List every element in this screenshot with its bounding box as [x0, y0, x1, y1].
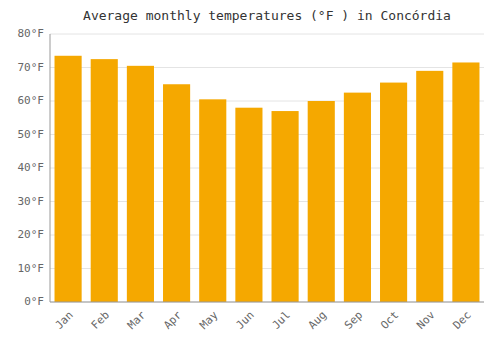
- bar: [55, 56, 82, 302]
- y-tick-label: 40°F: [18, 161, 45, 174]
- x-axis-line: [50, 302, 484, 303]
- x-tick-label: Apr: [161, 308, 185, 332]
- bar: [272, 111, 299, 302]
- x-tick-label: May: [197, 308, 221, 332]
- bar: [199, 99, 226, 302]
- x-tick-label: Oct: [378, 309, 401, 332]
- y-tick-label: 30°F: [18, 195, 45, 208]
- bars: [55, 56, 480, 302]
- x-tick-label: Dec: [450, 309, 473, 332]
- y-tick-label: 50°F: [18, 128, 45, 141]
- grid-line: [50, 302, 484, 303]
- y-tick-label: 70°F: [18, 61, 45, 74]
- bar: [452, 62, 479, 302]
- y-axis-line: [50, 34, 51, 302]
- y-tick-label: 0°F: [24, 295, 44, 308]
- bar: [91, 59, 118, 302]
- chart-container: Average monthly temperatures (°F ) in Co…: [0, 0, 500, 350]
- x-tick-label: Jul: [270, 309, 293, 332]
- x-tick-label: Jun: [233, 309, 256, 332]
- y-tick-label: 10°F: [18, 262, 45, 275]
- x-tick-label: Feb: [89, 309, 112, 332]
- grid: [50, 34, 484, 302]
- bar: [380, 83, 407, 302]
- y-tick-label: 60°F: [18, 94, 45, 107]
- bar: [163, 84, 190, 302]
- bar: [416, 71, 443, 302]
- x-tick-label: Aug: [306, 309, 329, 332]
- bar: [127, 66, 154, 302]
- x-tick-label: Nov: [414, 308, 438, 332]
- chart-title: Average monthly temperatures (°F ) in Co…: [83, 8, 451, 23]
- bar: [235, 108, 262, 302]
- y-tick-label: 20°F: [18, 228, 45, 241]
- chart-svg: Average monthly temperatures (°F ) in Co…: [0, 0, 500, 350]
- y-tick-label: 80°F: [18, 27, 45, 40]
- grid-line: [50, 34, 484, 35]
- x-tick-label: Sep: [342, 309, 365, 332]
- bar: [308, 101, 335, 302]
- bar: [344, 93, 371, 302]
- x-tick-label: Mar: [125, 308, 149, 332]
- x-tick-label: Jan: [53, 309, 76, 332]
